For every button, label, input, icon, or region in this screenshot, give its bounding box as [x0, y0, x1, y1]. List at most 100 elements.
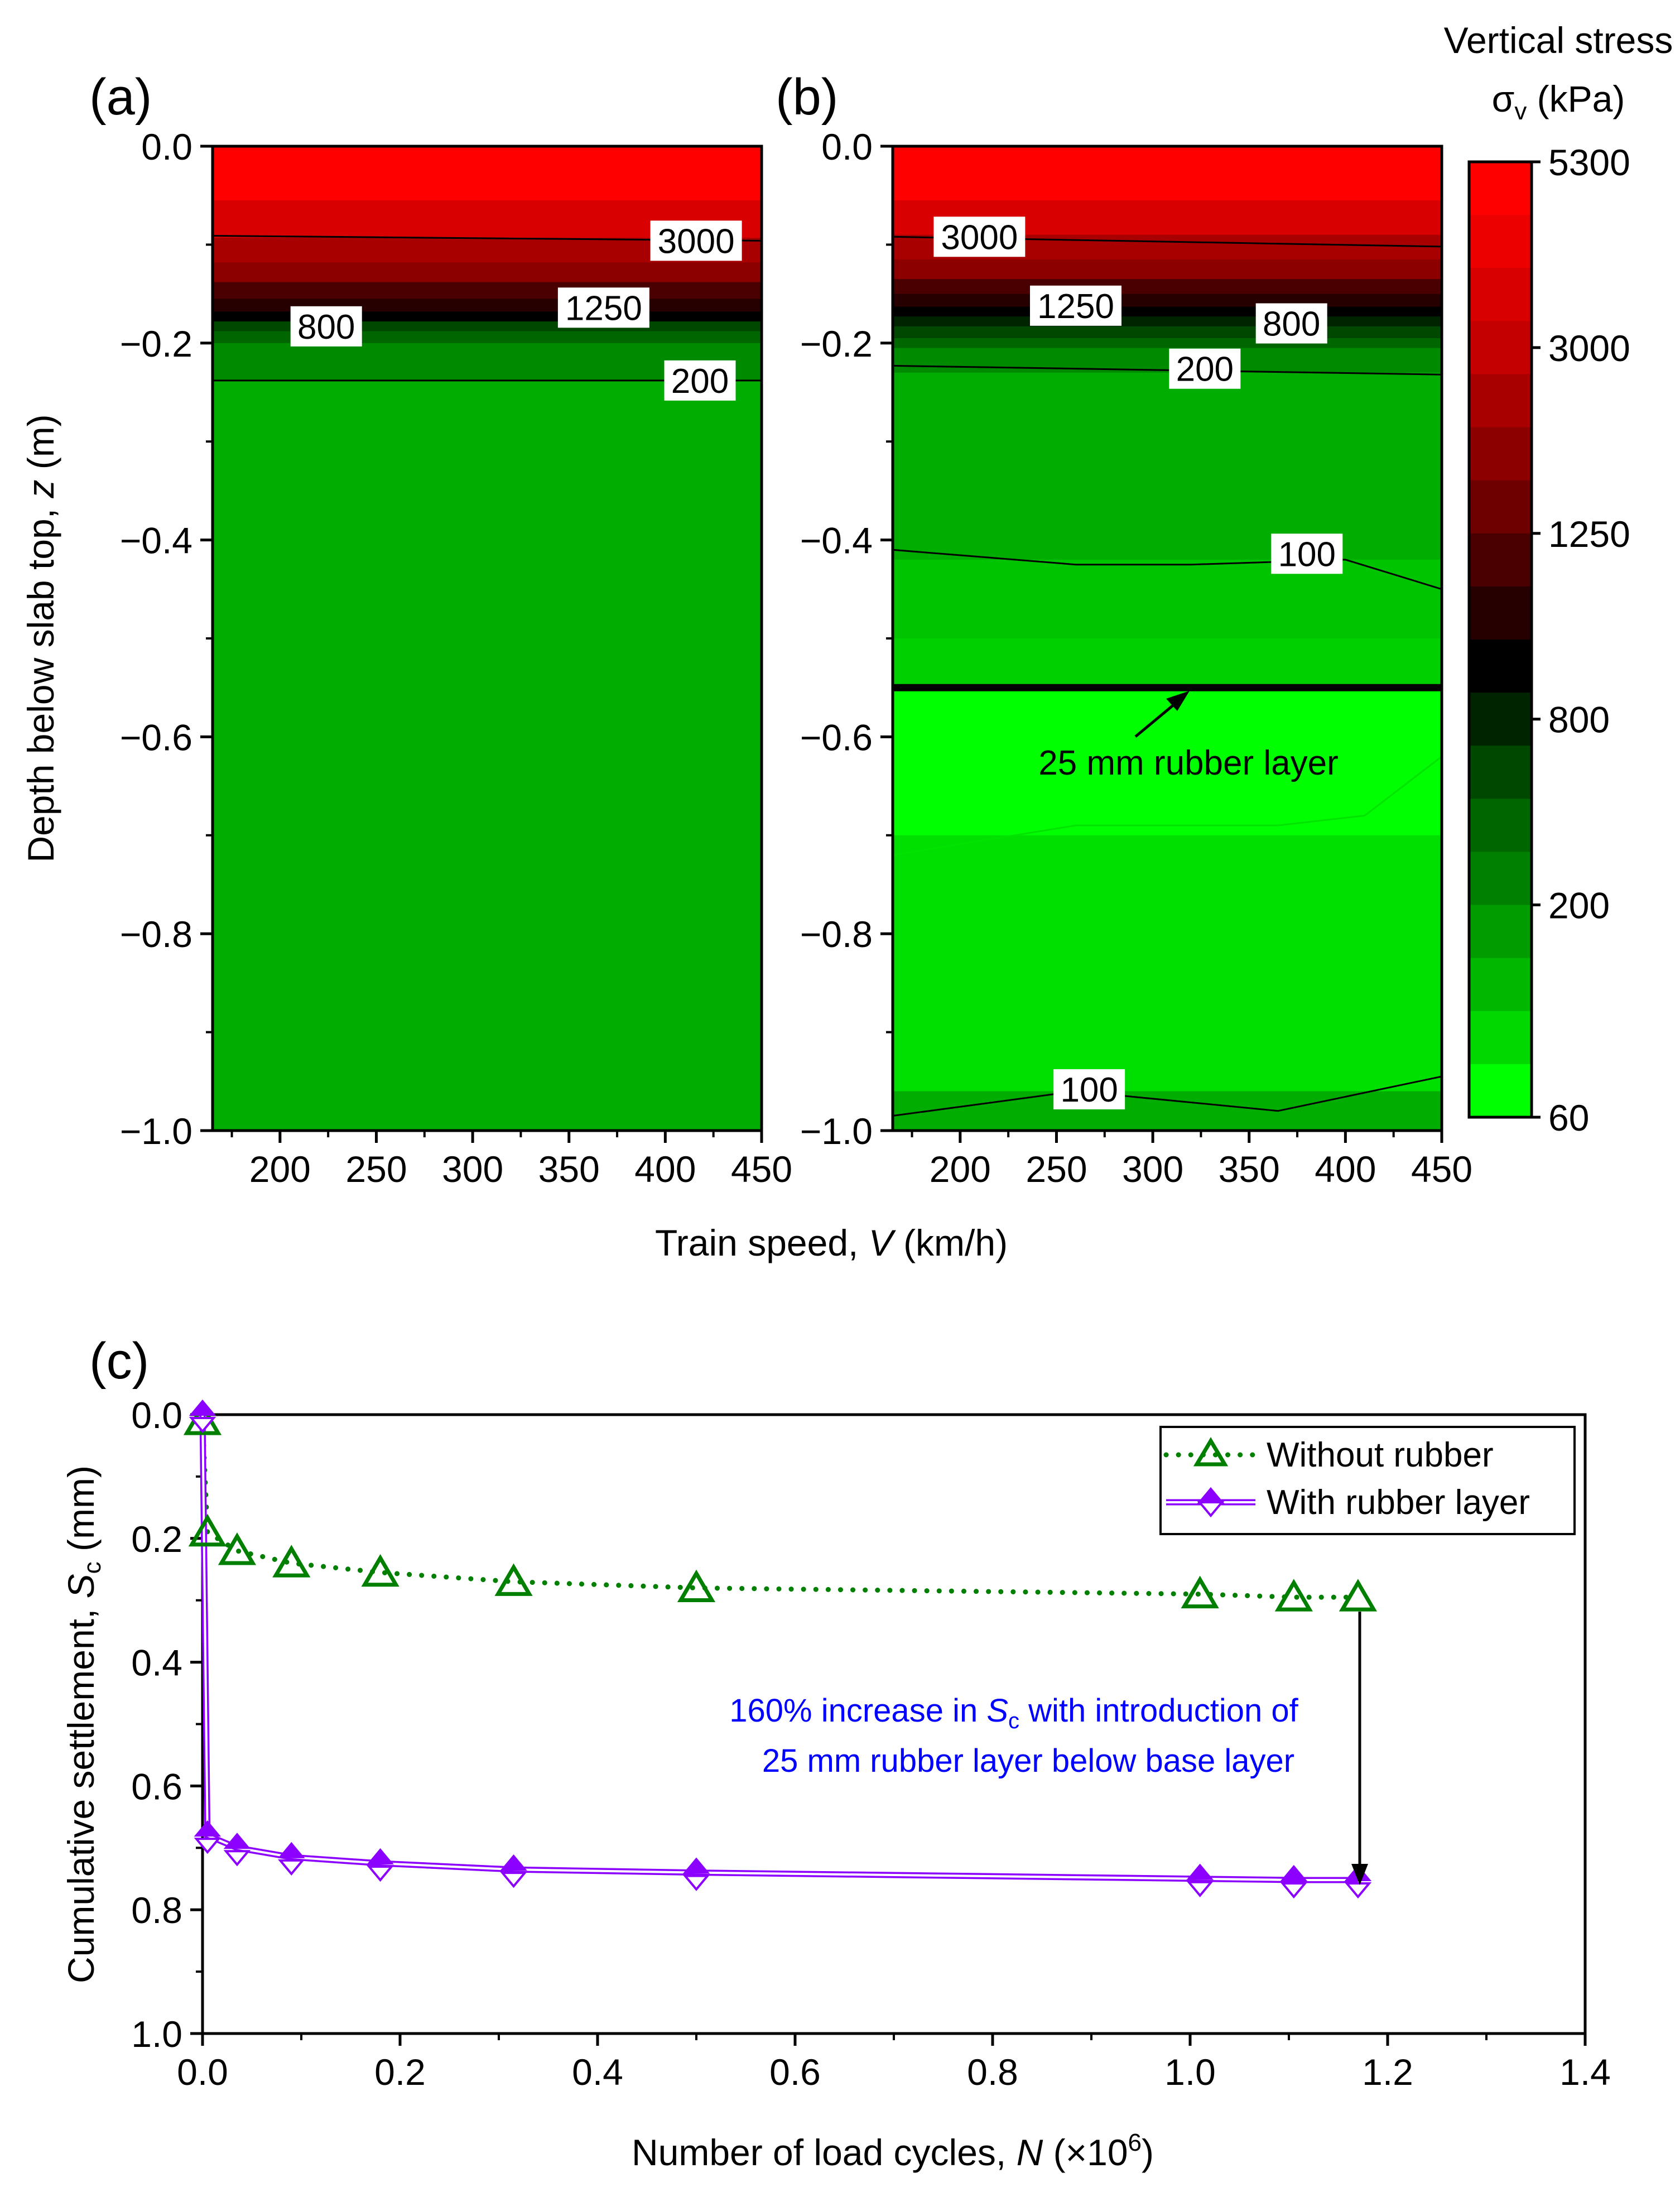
- series-without-rubber-line: [200, 1418, 1361, 1600]
- colorbar-swatches: [1469, 162, 1532, 1118]
- panel-b-band-16: [893, 1091, 1442, 1131]
- panel-b-band-14: [893, 688, 1442, 836]
- panel-c-xtick-label-3: 0.6: [769, 2051, 821, 2093]
- legend-without-rubber-label: Without rubber: [1267, 1436, 1494, 1474]
- increase-annotation-line1: 160% increase in Sc with introduction of: [729, 1693, 1298, 1733]
- panel-b-contour-label-2: 800: [1263, 305, 1320, 344]
- series-with-rubber-line-inner: [201, 1414, 1358, 1881]
- panel-a-ytick-label-1: −0.2: [120, 323, 192, 364]
- panel-b-xtick-label-4: 400: [1315, 1148, 1376, 1190]
- with-rubber-point-bottom-4: [367, 1866, 394, 1882]
- panel-c-ytick-label-5: 1.0: [131, 2013, 182, 2055]
- panel-b-contour-labels: 3000 1250 800 200 100 100: [933, 217, 1343, 1109]
- panel-a-ytick-label-4: −0.8: [120, 914, 192, 955]
- panel-b-contour-label-bg-4: [1271, 533, 1343, 574]
- with-rubber-point-top-8: [1280, 1864, 1308, 1881]
- panel-c-xtick-label-2: 0.4: [572, 2051, 623, 2093]
- panel-a-x-ticks: 200 250 300 350 400 450: [230, 1131, 792, 1190]
- panel-b-band-5: [893, 294, 1442, 307]
- colorbar-tick-label-5: 60: [1548, 1097, 1589, 1138]
- panel-a-contour-label-bg-2: [290, 306, 362, 347]
- panel-b-band-10: [893, 348, 1442, 373]
- panel-a-ytick-label-5: −1.0: [120, 1111, 192, 1152]
- colorbar-swatch-1: [1469, 215, 1532, 268]
- panel-b-band-11: [893, 372, 1442, 560]
- panel-c-ytick-label-3: 0.6: [131, 1766, 182, 1807]
- panel-b-contour-label-0: 3000: [941, 218, 1018, 257]
- panel-b-band-9: [893, 338, 1442, 349]
- rubber-layer-arrow-head: [1166, 691, 1190, 711]
- panel-c-ytick-label-1: 0.2: [131, 1518, 182, 1560]
- with-rubber-point-bottom-3: [278, 1859, 305, 1876]
- panel-b-band-8: [893, 326, 1442, 339]
- panel-a-ytick-label-2: −0.4: [120, 520, 192, 561]
- panel-a-band-3: [213, 262, 762, 282]
- panel-a-xtick-label-1: 250: [345, 1148, 407, 1190]
- panel-a-contour-plot: 3000 1250 800 200 0.0 −0.2 −0.4 −0.6 −0.8 −1.0 2…: [20, 69, 792, 1190]
- colorbar-swatch-16: [1469, 1011, 1532, 1065]
- panel-b-ytick-label-5: −1.0: [800, 1111, 873, 1152]
- panel-c-ytick-label-0: 0.0: [131, 1395, 182, 1436]
- with-rubber-point-top-0: [189, 1399, 216, 1416]
- colorbar-swatch-14: [1469, 905, 1532, 959]
- colorbar-swatch-15: [1469, 958, 1532, 1012]
- panel-b-contour-label-5: 100: [1060, 1071, 1118, 1109]
- rubber-layer-annotation: 25 mm rubber layer: [1038, 744, 1339, 782]
- panel-b-contour-3: [892, 1075, 1442, 1117]
- panel-b-contour-label-1: 1250: [1037, 287, 1114, 326]
- panel-a-xtick-label-0: 200: [249, 1148, 311, 1190]
- panel-c-line-chart: 0.0 0.2 0.4 0.6 0.8 1.0 1.2 1.4 0.0 0.2 0.4 0.6 0.8…: [60, 1333, 1611, 2173]
- colorbar-swatch-4: [1469, 374, 1532, 428]
- panel-a-contour-label-bg-3: [664, 360, 736, 401]
- panel-b-ytick-label-0: 0.0: [821, 126, 873, 167]
- panel-c-y-ticks: 0.0 0.2 0.4 0.6 0.8 1.0: [131, 1395, 203, 2055]
- with-rubber-point-bottom-7: [1186, 1881, 1214, 1897]
- without-rubber-point-5: [494, 1563, 533, 1596]
- panel-b-contour-label-bg-0: [933, 217, 1026, 257]
- colorbar-swatch-2: [1469, 268, 1532, 321]
- panel-a-xtick-label-4: 400: [634, 1148, 696, 1190]
- colorbar-swatch-8: [1469, 586, 1532, 640]
- panel-b-band-3: [893, 259, 1442, 280]
- panel-a-contour-label-1: 1250: [565, 289, 642, 328]
- panel-b-x-ticks: 200 250 300 350 400 450: [911, 1131, 1472, 1190]
- panel-a-band-10: [213, 380, 762, 1131]
- legend-without-rubber-marker: [1193, 1437, 1229, 1467]
- panel-c-xtick-label-6: 1.2: [1362, 2051, 1413, 2093]
- rubber-layer-arrow-shaft: [1134, 700, 1180, 738]
- panel-b-band-15: [893, 835, 1442, 1092]
- without-rubber-point-1: [188, 1513, 227, 1547]
- panel-b-ytick-label-2: −0.4: [800, 520, 873, 561]
- colorbar-tick-label-3: 800: [1548, 699, 1610, 741]
- panel-b-xtick-label-1: 250: [1026, 1148, 1087, 1190]
- without-rubber-point-7: [1181, 1575, 1219, 1609]
- panel-c-label: (c): [89, 1333, 149, 1390]
- colorbar-swatch-5: [1469, 427, 1532, 481]
- colorbar-tick-label-0: 5300: [1548, 142, 1630, 183]
- with-rubber-point-top-1: [194, 1820, 222, 1837]
- panel-a-label: (a): [89, 69, 152, 126]
- panel-a-ytick-label-3: −0.6: [120, 717, 192, 758]
- panel-a-ytick-label-0: 0.0: [141, 126, 192, 167]
- panel-b-label: (b): [776, 69, 838, 126]
- with-rubber-point-bottom-5: [500, 1872, 527, 1888]
- panel-a-band-4: [213, 282, 762, 299]
- panel-a-contour-label-0: 3000: [658, 222, 735, 261]
- shared-x-axis-label: Train speed, V (km/h): [655, 1222, 1008, 1263]
- colorbar-swatch-9: [1469, 640, 1532, 693]
- series-without-rubber-markers: [183, 1402, 1377, 1612]
- series-with-rubber-markers: [189, 1399, 1372, 1899]
- with-rubber-point-top-5: [500, 1854, 527, 1871]
- colorbar-swatch-17: [1469, 1064, 1532, 1118]
- legend: Without rubber With rubber layer: [1159, 1426, 1576, 1535]
- with-rubber-point-top-4: [367, 1848, 394, 1865]
- panel-b-zone-boundary: [892, 756, 1442, 856]
- panel-c-xtick-label-0: 0.0: [177, 2051, 228, 2093]
- with-rubber-point-bottom-6: [682, 1874, 710, 1891]
- panel-a-contour-labels: 3000 1250 800 200: [290, 220, 742, 401]
- with-rubber-point-bottom-2: [223, 1850, 251, 1867]
- panel-b-xtick-label-0: 200: [930, 1148, 991, 1190]
- colorbar-frame: [1467, 160, 1533, 1119]
- panel-b-band-6: [893, 306, 1442, 317]
- panel-a-band-0: [213, 146, 762, 201]
